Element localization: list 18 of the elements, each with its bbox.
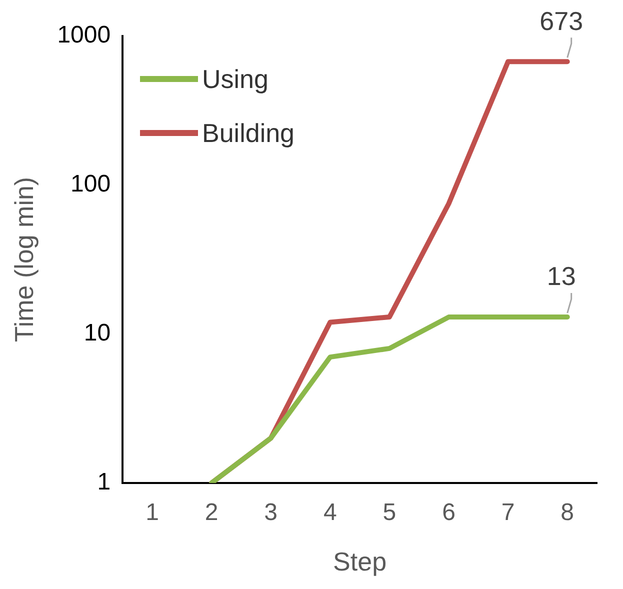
data-label: 13 <box>546 261 576 292</box>
y-tick-label: 10 <box>84 320 111 347</box>
legend-label: Using <box>202 64 268 94</box>
x-tick-label: 8 <box>560 499 574 526</box>
x-tick-label: 3 <box>264 499 278 526</box>
x-tick-label: 6 <box>442 499 456 526</box>
y-axis-title: Time (log min) <box>8 176 39 342</box>
x-tick-label: 7 <box>501 499 515 526</box>
y-tick-label: 1 <box>97 468 111 496</box>
x-tick-label: 4 <box>323 499 337 526</box>
y-tick-label: 100 <box>70 170 111 198</box>
data-label: 673 <box>540 6 584 36</box>
legend-label: Building <box>202 118 295 148</box>
x-axis-title: Step <box>333 546 387 577</box>
x-tick-label: 5 <box>382 499 396 526</box>
y-tick-label: 1000 <box>57 22 111 49</box>
x-tick-label: 2 <box>204 499 218 526</box>
x-tick-label: 1 <box>146 499 159 526</box>
